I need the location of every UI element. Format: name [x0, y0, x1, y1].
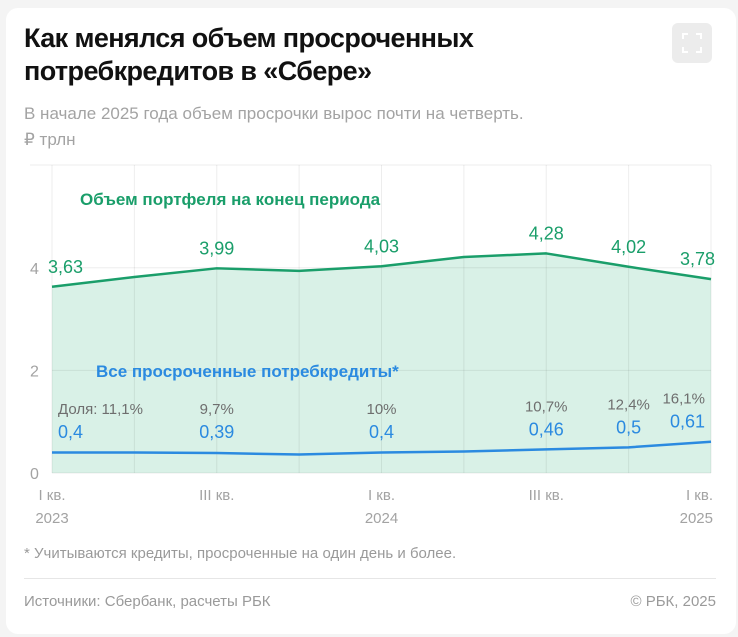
portfolio-data-label: 4,28	[529, 223, 564, 243]
overdue-data-label: 0,5	[616, 417, 641, 437]
overdue-data-label: 0,4	[369, 422, 394, 442]
x-tick-year-label: 2024	[365, 510, 398, 527]
x-tick-year-label: 2025	[680, 510, 713, 527]
portfolio-data-label: 3,99	[199, 238, 234, 258]
x-tick-year-label: 2023	[35, 510, 68, 527]
unit-label: ₽ трлн	[24, 130, 76, 149]
x-tick-label: III кв.	[199, 487, 234, 504]
share-label: Доля: 11,1%	[58, 401, 143, 418]
footnote: * Учитываются кредиты, просроченные на о…	[24, 545, 457, 562]
y-tick-label: 2	[30, 363, 39, 380]
portfolio-data-label: 3,78	[680, 249, 715, 269]
share-label: 10,7%	[525, 398, 568, 415]
chart-subtitle: В начале 2025 года объем просрочки вырос…	[24, 104, 524, 123]
overdue-data-label: 0,4	[58, 422, 83, 442]
portfolio-data-label: 4,03	[364, 236, 399, 256]
overdue-data-label: 0,39	[199, 422, 234, 442]
y-tick-label: 0	[30, 466, 39, 483]
portfolio-data-label: 3,63	[48, 257, 83, 277]
x-tick-label: I кв.	[38, 487, 65, 504]
portfolio-series-label: Объем портфеля на конец периода	[80, 190, 381, 209]
share-label: 10%	[366, 401, 396, 418]
expand-button[interactable]	[672, 23, 712, 63]
portfolio-area	[52, 253, 711, 473]
share-label: 9,7%	[200, 401, 234, 418]
divider	[24, 578, 716, 579]
y-tick-label: 4	[30, 261, 39, 278]
copyright-text: © РБК, 2025	[630, 593, 716, 610]
overdue-data-label: 0,46	[529, 419, 564, 439]
overdue-data-label: 0,61	[670, 412, 705, 432]
chart-plot: 0 2 4 Объем портфеля на конец периода Все пр…	[30, 164, 715, 527]
share-label: 16,1%	[662, 391, 705, 408]
fullscreen-icon	[682, 33, 702, 53]
source-text: Источники: Сбербанк, расчеты РБК	[24, 593, 271, 610]
portfolio-line	[51, 252, 712, 289]
portfolio-data-label: 4,02	[611, 237, 646, 257]
x-tick-label: III кв.	[529, 487, 564, 504]
chart-title: Как менялся объем просроченных потребкре…	[24, 23, 474, 86]
overdue-line	[52, 440, 712, 456]
x-tick-label: I кв.	[686, 487, 713, 504]
share-label: 12,4%	[607, 396, 650, 413]
x-tick-label: I кв.	[368, 487, 395, 504]
overdue-series-label: Все просроченные потребкредиты*	[96, 362, 399, 381]
